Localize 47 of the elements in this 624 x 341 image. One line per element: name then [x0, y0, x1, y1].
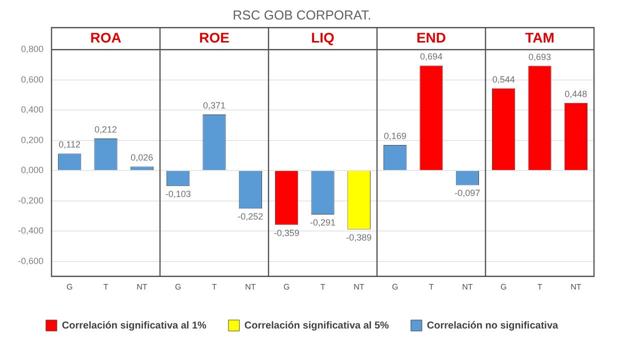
data-label: 0,212 [94, 124, 118, 134]
x-tick-label: NT [570, 282, 582, 292]
chart-title: RSC GOB CORPORAT. [232, 7, 372, 22]
text: ROE [199, 29, 230, 46]
data-label: -0,097 [454, 188, 480, 198]
x-tick-label: G [392, 282, 398, 292]
y-tick-label: 0,200 [20, 134, 44, 145]
data-label: 0,694 [420, 52, 443, 62]
x-tick-label: T [212, 282, 217, 292]
x-tick-label: T [537, 282, 542, 292]
legend-label: Correlación no significativa [426, 320, 559, 332]
data-label: 0,371 [203, 100, 226, 110]
y-tick-label: 0,400 [20, 104, 44, 115]
legend-label: Correlación significativa al 1% [62, 320, 207, 332]
text: END [416, 29, 446, 46]
y-tick-label: -0,600 [18, 256, 44, 266]
data-label: -0,103 [165, 189, 191, 200]
y-tick-label: -0,200 [18, 195, 44, 206]
data-label: 0,169 [384, 130, 406, 141]
data-label: -0,389 [346, 232, 372, 242]
text: ROA [90, 29, 122, 46]
y-tick-label: 0,600 [20, 74, 44, 84]
data-label: 0,544 [492, 74, 515, 84]
x-tick-label: NT [462, 282, 473, 292]
x-tick-label: G [500, 282, 507, 292]
data-label: -0,252 [238, 212, 264, 222]
x-tick-label: T [428, 282, 434, 292]
data-label: -0,359 [274, 228, 300, 238]
x-tick-label: NT [245, 282, 256, 292]
x-tick-label: G [174, 282, 182, 292]
y-tick-label: 0,000 [20, 165, 44, 176]
text: TAM [525, 29, 554, 46]
data-label: -0,291 [310, 218, 336, 228]
x-tick-label: G [283, 282, 290, 292]
text: LIQ [311, 29, 335, 46]
x-tick-label: NT [136, 282, 148, 292]
data-label: 0,448 [564, 88, 588, 99]
x-tick-label: T [103, 282, 108, 292]
data-label: 0,693 [528, 52, 552, 62]
y-tick-label: 0,800 [20, 44, 44, 54]
data-label: 0,026 [130, 152, 154, 163]
y-tick-label: -0,400 [18, 226, 44, 236]
legend-label: Correlación significativa al 5% [244, 320, 390, 332]
x-tick-label: NT [354, 282, 364, 292]
data-label: 0,112 [58, 140, 81, 150]
x-tick-label: T [320, 282, 326, 292]
x-tick-label: G [66, 282, 73, 292]
